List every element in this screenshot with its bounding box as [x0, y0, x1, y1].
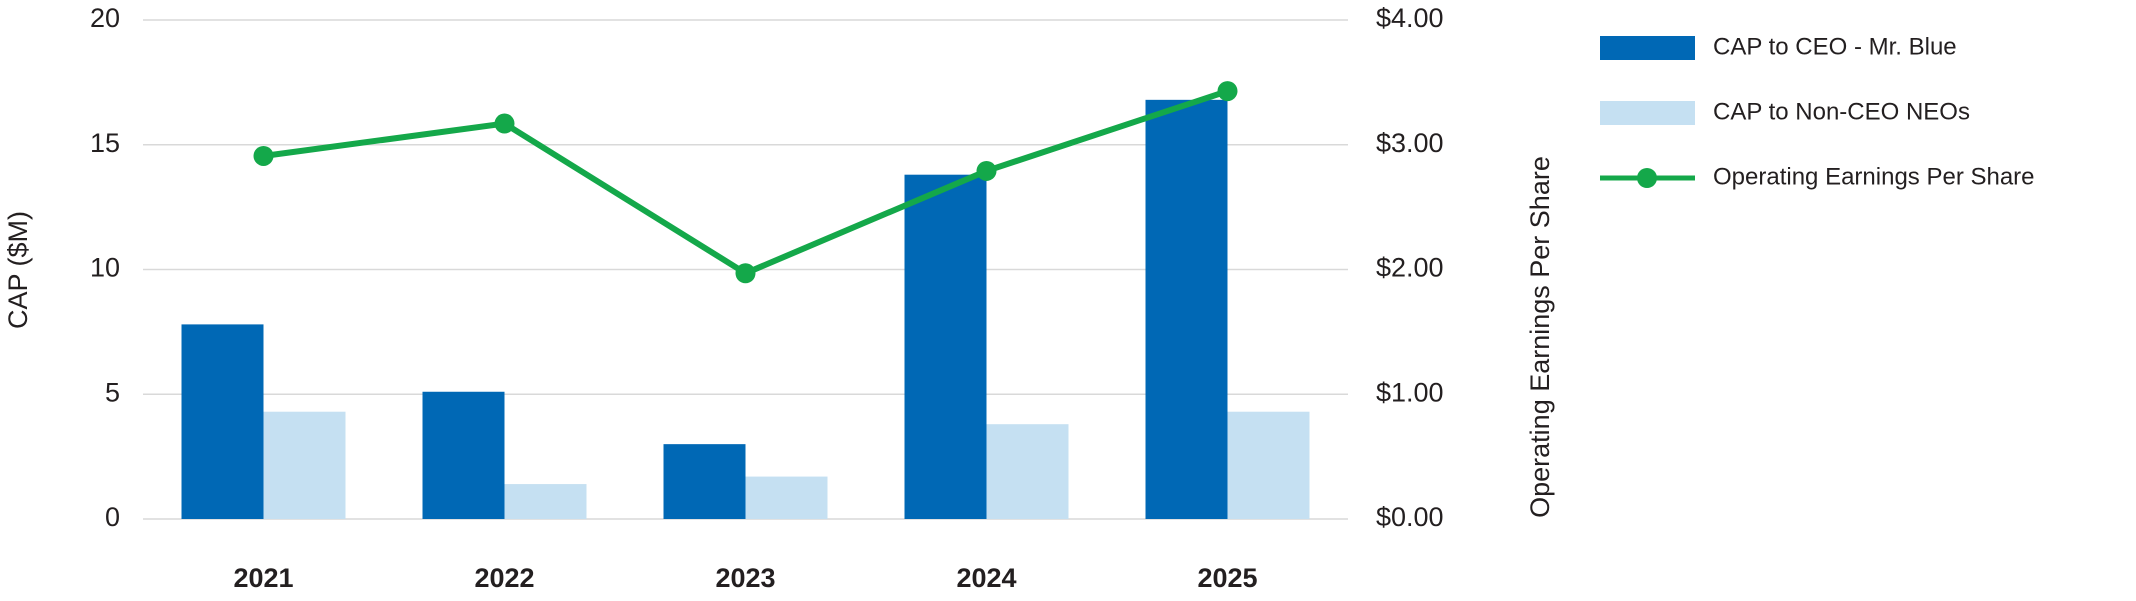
x-tick-label: 2023	[715, 563, 775, 593]
point	[494, 113, 515, 134]
y2-tick-label: $0.00	[1376, 502, 1444, 532]
point	[253, 145, 274, 166]
legend-label: CAP to Non-CEO NEOs	[1713, 98, 1970, 125]
y2-tick-label: $3.00	[1376, 128, 1444, 158]
legend-swatch	[1637, 168, 1657, 188]
bar	[986, 424, 1069, 519]
bar	[745, 476, 828, 519]
y-tick-label: 5	[105, 377, 120, 407]
point	[735, 263, 756, 284]
y2-tick-label: $1.00	[1376, 377, 1444, 407]
legend-label: Operating Earnings Per Share	[1713, 163, 2035, 190]
x-tick-label: 2024	[956, 563, 1016, 593]
bar	[263, 411, 346, 519]
point	[1217, 81, 1238, 102]
bar	[904, 174, 987, 519]
point	[976, 160, 997, 181]
legend-swatch	[1600, 101, 1695, 125]
bar	[504, 484, 587, 519]
bar	[422, 391, 505, 519]
y-tick-label: 20	[90, 3, 120, 33]
line	[263, 88, 1229, 277]
bar	[1145, 99, 1228, 519]
y2-axis-title: Operating Earnings Per Share	[1525, 156, 1555, 518]
y-tick-label: 0	[105, 502, 120, 532]
bar	[1227, 411, 1310, 519]
x-tick-label: 2025	[1197, 563, 1257, 593]
y-tick-label: 10	[90, 253, 120, 283]
y-tick-label: 15	[90, 128, 120, 158]
legend-label: CAP to CEO - Mr. Blue	[1713, 33, 1957, 60]
y2-tick-label: $2.00	[1376, 253, 1444, 283]
legend-swatch	[1600, 36, 1695, 60]
y2-tick-label: $4.00	[1376, 3, 1444, 33]
x-tick-label: 2022	[474, 563, 534, 593]
bar	[181, 324, 264, 519]
y-axis-title: CAP ($M)	[3, 211, 33, 329]
bar	[663, 444, 746, 519]
x-tick-label: 2021	[233, 563, 293, 593]
